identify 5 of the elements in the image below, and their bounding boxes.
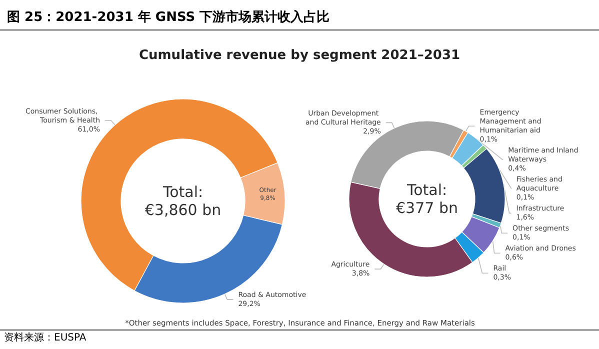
chart-subtitle: Cumulative revenue by segment 2021–2031 — [138, 48, 460, 63]
chart-title: 图 25：2021-2031 年 GNSS 下游市场累计收入占比 — [7, 9, 330, 25]
text: Total: €3,860 bn — [144, 183, 222, 219]
text: 资料来源：EUSPA — [4, 332, 86, 344]
text: Total: €377 bn — [396, 181, 458, 217]
